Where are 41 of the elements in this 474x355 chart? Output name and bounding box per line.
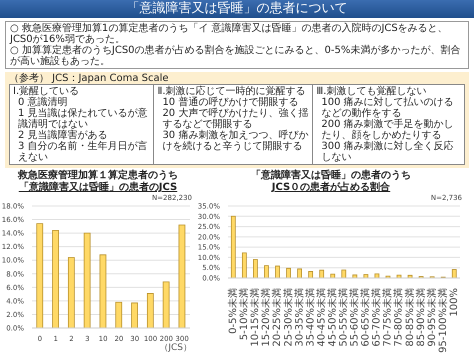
x-tick-label: 65-70%未満 [370, 288, 383, 347]
x-tick-label: 15-20%未満 [260, 288, 272, 347]
x-tick-label: 55-60%未満 [348, 288, 361, 347]
text: 2 見当識障害がある [18, 130, 108, 141]
text: ○ 救急医療管理加算1の算定患者のうち「イ 意識障害又は昏睡」の患者の入院時のJCSをみると、JCS0が16%弱であった。 [10, 23, 448, 45]
x-axis-title: （JCS） [159, 343, 192, 353]
text: Ⅲ.刺激しても覚醒しない [316, 86, 426, 97]
x-tick-label: 25-30%未満 [282, 288, 294, 347]
x-tick-label: 0-5%未満 [227, 288, 240, 334]
text: 3 自分の名前・生年月日が言えない [18, 141, 148, 163]
text: 1 見当識は保たれているが意識清明ではない [18, 108, 148, 130]
text: 100 痛みに対して払いのけるなどの動作をする [321, 97, 454, 119]
x-tick-label: 90-95%未満 [426, 288, 438, 347]
x-tick-label: 50-55%未満 [338, 288, 350, 347]
text: Ⅰ.覚醒している [13, 86, 80, 97]
x-tick-label: 5-10%未満 [238, 288, 250, 340]
x-tick-label: 60-65%未満 [360, 288, 372, 347]
x-tick-label: 100% [448, 288, 460, 317]
x-tick-label: 30-35%未満 [293, 288, 306, 347]
text: ○ 加算算定患者のうちJCS0の患者が占める割合を施設ごとにみると、0-5%未満が多かったが、割合が高い施設もあった。 [10, 45, 460, 67]
x-tick-label: 75-80%未満 [392, 288, 405, 347]
chart-title: 救急医療管理加算１算定患者のうち [18, 170, 178, 181]
x-tick-label: 70-75%未満 [382, 288, 394, 347]
text: 「意識障害又は昏睡」の患者について [126, 1, 348, 16]
text: 10 普通の呼びかけで開眼する [162, 97, 298, 108]
x-tick-label: 20-25%未満 [271, 288, 284, 347]
x-tick-label: 10-15%未満 [249, 288, 262, 347]
x-tick-label: 45-50%未満 [326, 288, 338, 347]
x-tick-label: 40-45%未満 [315, 288, 328, 347]
text: 200 痛み刺激で手足を動かしたり、顔をしかめたりする [321, 119, 454, 141]
text: （参考） JCS：Japan Coma Scale [9, 73, 169, 84]
x-tick-label: 80-85%未満 [404, 288, 416, 347]
text: 0 意識清明 [18, 97, 68, 108]
x-tick-label: 85-90%未満 [414, 288, 427, 347]
text: Ⅱ.刺激に応じて一時的に覚醒する [157, 86, 306, 97]
text: 30 痛み刺激を加えつつ、呼びかけを続けると辛うじて開眼する [162, 130, 308, 152]
text: 300 痛み刺激に対し全く反応しない [321, 141, 454, 163]
chart-title: 「意識障害又は昏睡」の患者のうち [251, 170, 411, 181]
text: 20 大声で呼びかけたり、強く揺するなどで開眼する [162, 108, 308, 130]
x-tick-label: 95-100%未満 [436, 288, 449, 353]
x-tick-label: 35-40%未満 [304, 288, 316, 347]
